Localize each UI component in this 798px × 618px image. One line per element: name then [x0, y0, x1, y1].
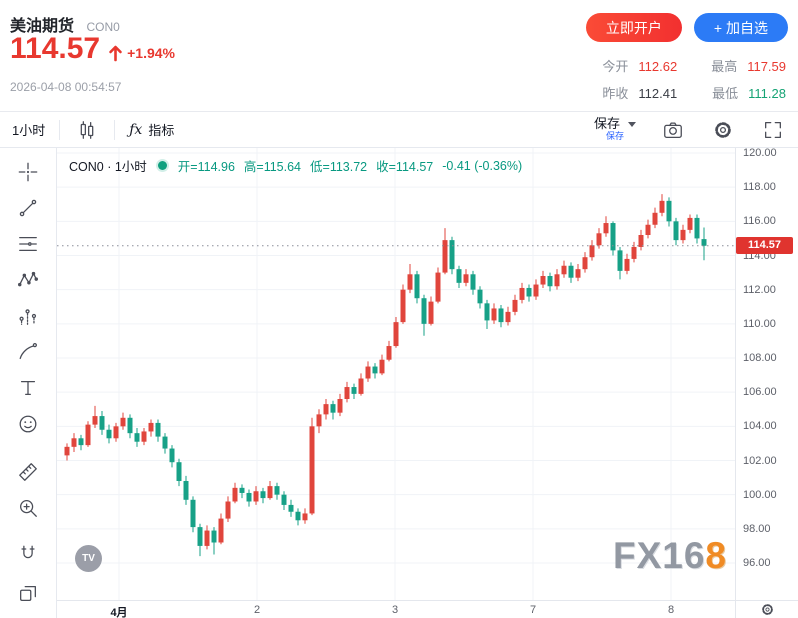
candlestick-icon	[80, 120, 94, 139]
quote-header: 美油期货 CON0 114.57 +1.94% 2026-04-08 00:54…	[0, 0, 798, 112]
trend-line-tool[interactable]	[11, 194, 45, 222]
arrow-up-icon	[108, 44, 123, 62]
settings-button[interactable]	[710, 117, 736, 143]
crosshair-tool[interactable]	[11, 158, 45, 186]
x-axis-label: 4月	[110, 607, 128, 618]
brush-icon	[19, 343, 37, 360]
price-axis[interactable]: 120.00 118.00 116.00 114.00 112.00 110.00 108.…	[735, 147, 798, 618]
text-icon	[20, 380, 36, 396]
x-axis-label: 8	[667, 604, 675, 616]
y-axis-label: 104.00	[743, 420, 777, 433]
quote-stats: 今开 112.62 最高 117.59 昨收 112.41 最低 111.28	[602, 56, 786, 102]
last-price-badge: 114.57	[736, 237, 793, 255]
text-tool[interactable]	[11, 374, 45, 402]
y-axis-label: 106.00	[743, 386, 777, 399]
y-axis-label: 118.00	[743, 181, 776, 194]
x-axis-label: 7	[529, 604, 537, 616]
xabcd-pattern-tool[interactable]	[11, 266, 45, 294]
y-axis-label: 120.00	[743, 147, 777, 159]
save-label: 保存	[593, 115, 620, 131]
gear-icon	[715, 121, 731, 138]
save-button[interactable]: 保存 保存	[593, 115, 636, 142]
instrument-title: 美油期货	[10, 18, 75, 35]
stat-high: 最高 117.59	[711, 59, 786, 74]
zoom-in-icon	[20, 500, 37, 517]
emoji-tool[interactable]	[11, 410, 45, 438]
chart-toolbar: 1小时 ƒx 指标 保存 保存	[0, 112, 798, 148]
gear-icon	[761, 604, 773, 615]
add-watchlist-button[interactable]: + 加自选	[693, 13, 788, 42]
compare-icon	[20, 585, 36, 601]
camera-icon	[664, 121, 682, 138]
legend-series: CON0 · 1小时	[69, 160, 147, 174]
save-sublabel: 保存	[605, 131, 624, 142]
forecast-icon	[19, 309, 37, 325]
chevron-down-icon	[628, 121, 636, 127]
stat-prev-close: 昨收 112.41	[602, 86, 678, 101]
y-axis-label: 112.00	[743, 283, 776, 296]
stat-low: 最低 111.28	[712, 86, 786, 101]
y-axis-label: 102.00	[743, 454, 777, 467]
y-axis-label: 108.00	[743, 352, 777, 364]
fullscreen-icon	[765, 121, 781, 138]
fx168-watermark: FX168	[612, 535, 727, 576]
chart-area[interactable]: CON0 · 1小时 开=114.96 高=115.64 低=113.72 收=…	[57, 148, 735, 600]
legend-close: 收=114.57	[376, 160, 434, 174]
indicators-label: 指标	[148, 123, 175, 138]
ruler-icon	[19, 463, 37, 481]
symbol-code: CON0	[86, 20, 120, 34]
zoom-tool[interactable]	[11, 494, 45, 522]
xabcd-pattern-icon	[18, 271, 38, 287]
live-indicator-icon	[157, 161, 167, 170]
tradingview-logo[interactable]: TV	[75, 545, 102, 572]
ruler-tool[interactable]	[11, 458, 45, 486]
crosshair-icon	[18, 162, 38, 182]
fx-icon: ƒx	[129, 121, 143, 138]
open-account-button[interactable]: 立即开户	[585, 13, 682, 42]
axis-settings-button[interactable]	[758, 600, 777, 618]
forecast-tool[interactable]	[11, 302, 45, 330]
chart-style-button[interactable]	[74, 117, 100, 143]
last-price: 114.57	[10, 32, 101, 65]
stat-open: 今开 112.62	[602, 59, 678, 74]
fib-retracement-icon	[19, 236, 37, 252]
time-axis[interactable]: 4月 2 3 7 8	[57, 600, 735, 618]
fib-retracement-tool[interactable]	[11, 230, 45, 258]
legend-open: 开=114.96	[177, 160, 235, 174]
legend-high: 高=115.64	[243, 160, 302, 174]
fullscreen-button[interactable]	[760, 117, 786, 143]
x-axis-label: 3	[391, 604, 399, 616]
toolbar-right: 保存 保存	[593, 115, 786, 143]
interval-button[interactable]: 1小时	[12, 120, 45, 139]
chart-legend: CON0 · 1小时 开=114.96 高=115.64 低=113.72 收=…	[69, 156, 522, 175]
quote-timestamp: 2026-04-08 00:54:57	[10, 80, 122, 94]
y-axis-label: 116.00	[743, 215, 776, 228]
toolbar-divider	[59, 119, 61, 140]
emoji-icon	[19, 415, 37, 433]
legend-low: 低=113.72	[310, 160, 368, 174]
brush-tool[interactable]	[11, 338, 45, 366]
indicators-button[interactable]: ƒx 指标	[129, 120, 174, 139]
candlestick-chart[interactable]	[57, 148, 735, 600]
y-axis-label: 96.00	[743, 557, 771, 569]
magnet-icon	[21, 545, 35, 559]
title-row: 美油期货 CON0	[10, 12, 120, 36]
drawing-toolbar	[0, 148, 57, 618]
y-axis-label: 100.00	[743, 488, 777, 501]
y-axis-label: 110.00	[743, 317, 776, 330]
axis-corner	[736, 600, 798, 618]
price-row: 114.57 +1.94%	[10, 34, 175, 64]
x-axis-label: 2	[253, 604, 261, 616]
y-axis-label: 98.00	[743, 522, 771, 535]
toolbar-divider	[114, 119, 116, 140]
change-percent: +1.94%	[127, 45, 175, 61]
snapshot-button[interactable]	[660, 117, 686, 143]
trend-line-icon	[19, 199, 37, 217]
header-buttons: 立即开户 + 加自选	[585, 13, 788, 42]
magnet-tool[interactable]	[11, 540, 45, 568]
legend-change: -0.41 (-0.36%)	[442, 158, 523, 173]
compare-tool[interactable]	[11, 579, 45, 607]
